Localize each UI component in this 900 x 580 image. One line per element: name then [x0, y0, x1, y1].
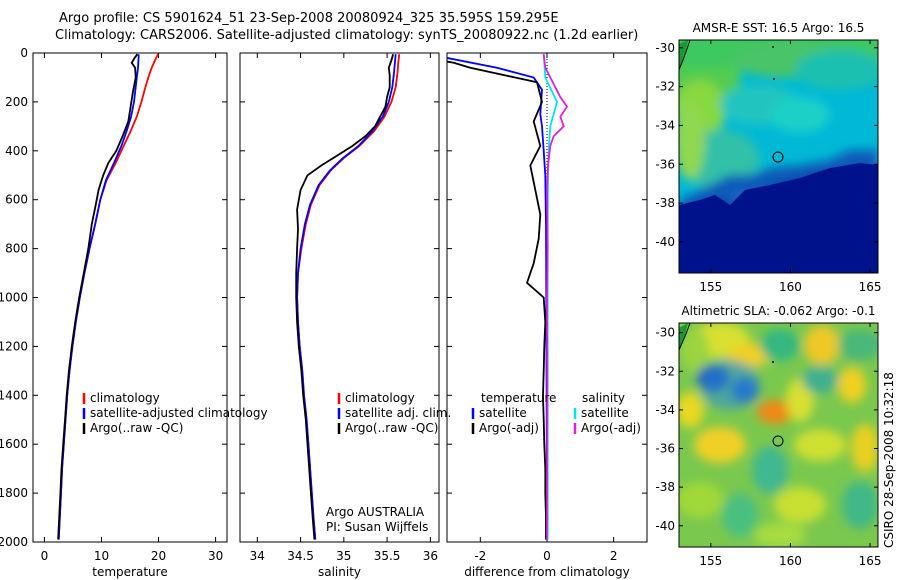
legend-label: satellite: [479, 406, 527, 420]
map-y-tick-label: -36: [655, 157, 675, 171]
x-tick-label: 36: [423, 549, 438, 563]
map-y-tick-label: -34: [655, 118, 675, 132]
profile-title: Argo profile: CS 5901624_51 23-Sep-2008 …: [59, 11, 559, 26]
map-x-tick-label: 155: [699, 280, 722, 294]
x-tick-label: -2: [474, 549, 486, 563]
legend-label: satellite: [581, 406, 629, 420]
map-y-tick-label: -38: [655, 480, 675, 494]
series-line-argo-raw-qc-: [57, 53, 139, 540]
y-tick-label: 0: [20, 46, 28, 60]
legend-label: Argo(..raw -QC): [345, 421, 438, 435]
x-tick-label: 30: [208, 549, 223, 563]
map-x-tick-label: 165: [859, 554, 882, 568]
sst-axes: AMSR-E SST: 16.5 Argo: 16.5 155 160 165 -30 -…: [655, 21, 881, 294]
annotation-line: PI: Susan Wijffels: [326, 520, 428, 534]
y-tick-label: 800: [5, 242, 28, 256]
profile-panel-2: 34 34.5 35 35.5 36 salinity: [239, 52, 440, 579]
legend-difference-panel: temperature salinitysatelliteArgo(-adj)sa…: [471, 391, 641, 435]
legend-label: Argo(-adj): [581, 421, 641, 435]
x-tick-label: 10: [94, 549, 109, 563]
series-line-salinity-argo-adj-: [542, 54, 569, 540]
annotation-line: Argo AUSTRALIA: [326, 505, 425, 519]
y-tick-label: 400: [5, 144, 28, 158]
x-axis-label: difference from climatology: [464, 565, 630, 579]
legend-label: climatology: [345, 391, 415, 405]
series-line-climatology: [57, 53, 159, 540]
climatology-title: Climatology: CARS2006. Satellite-adjuste…: [55, 28, 639, 43]
map-x-tick-label: 155: [699, 554, 722, 568]
map-y-tick-label: -36: [655, 442, 675, 456]
series-line-argo-raw-qc-: [295, 53, 394, 540]
map-frame: [678, 322, 879, 548]
float-marker-sla: [772, 435, 784, 447]
map-frame: [678, 39, 879, 274]
map-y-tick-label: -30: [655, 41, 675, 55]
float-marker-sst: [772, 151, 784, 163]
map-y-tick-label: -40: [655, 235, 675, 249]
x-tick-label: 2: [610, 549, 618, 563]
map-y-tick-label: -38: [655, 196, 675, 210]
x-tick-label: 34: [250, 549, 265, 563]
timestamp-label: CSIRO 28-Sep-2008 10:32:18: [882, 372, 896, 548]
y-tick-label: 1000: [0, 291, 28, 305]
series-line-temperature-argo-adj-: [447, 60, 547, 540]
y-tick-label: 200: [5, 95, 28, 109]
series-line-temperature-satellite: [447, 57, 548, 540]
series-line-satellite-adj-clim-: [296, 54, 397, 540]
series-group: [295, 53, 401, 540]
legend-label: satellite adj. clim.: [345, 406, 451, 420]
series-group: [447, 54, 569, 540]
y-tick-label: 1400: [0, 388, 28, 402]
x-tick-label: 20: [151, 549, 166, 563]
map-x-tick-label: 165: [859, 280, 882, 294]
legend-label: satellite-adjusted climatology: [90, 406, 268, 420]
map-title: AMSR-E SST: 16.5 Argo: 16.5: [693, 21, 865, 35]
map-y-tick-label: -40: [655, 519, 675, 533]
axes-frame: [239, 52, 440, 543]
y-tick-label: 1600: [0, 437, 28, 451]
x-axis-label: salinity: [318, 565, 361, 579]
x-tick-label: 35: [336, 549, 351, 563]
x-tick-label: 35.5: [374, 549, 401, 563]
series-line-climatology: [296, 54, 401, 540]
profile-panel-1: 0 10 20 30 0 200 400 600 800 1000 1200 1400 1600 1800…: [0, 46, 228, 579]
legend-label: Argo(..raw -QC): [90, 421, 183, 435]
x-tick-label: 0: [543, 549, 551, 563]
series-group: [57, 53, 159, 540]
map-x-tick-label: 160: [779, 554, 802, 568]
sst-map: [679, 40, 878, 273]
y-tick-label: 2000: [0, 535, 28, 549]
x-tick-label: 0: [41, 549, 49, 563]
legend-header-salinity: salinity: [582, 391, 625, 405]
y-tick-label: 600: [5, 193, 28, 207]
profile-panel-3: -2 0 2 difference from climatology: [446, 52, 648, 579]
map-y-tick-label: -34: [655, 403, 675, 417]
legend-header-temperature: temperature: [481, 391, 556, 405]
map-y-tick-label: -32: [655, 80, 675, 94]
y-tick-label: 1200: [0, 339, 28, 353]
map-title: Altimetric SLA: -0.062 Argo: -0.1: [681, 304, 875, 318]
map-x-tick-label: 160: [779, 280, 802, 294]
legend-label: Argo(-adj): [479, 421, 539, 435]
map-y-tick-label: -32: [655, 364, 675, 378]
x-tick-label: 34.5: [287, 549, 314, 563]
sla-map: [679, 323, 878, 547]
map-y-tick-label: -30: [655, 326, 675, 340]
y-tick-label: 1800: [0, 486, 28, 500]
legend-label: climatology: [90, 391, 160, 405]
sla-axes: Altimetric SLA: -0.062 Argo: -0.1 155 160 1…: [655, 304, 881, 568]
x-axis-label: temperature: [92, 565, 167, 579]
